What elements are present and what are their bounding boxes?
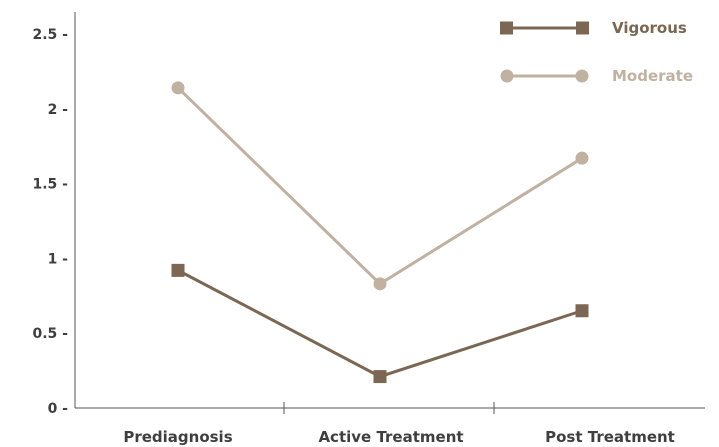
x-tick-label: Post Treatment	[545, 428, 675, 446]
legend-marker-square	[576, 21, 589, 35]
series-moderate	[171, 81, 589, 291]
y-tick-label: 1.5 -	[33, 177, 69, 193]
legend-label: Vigorous	[612, 19, 687, 37]
x-axis-ticks: Prediagnosis Active Treatment Post Treatme…	[123, 402, 675, 446]
series-group	[171, 81, 589, 384]
legend-item-moderate: Moderate	[500, 67, 693, 85]
y-tick-label: 2.5 -	[33, 27, 69, 43]
y-tick-label: 2 -	[48, 102, 69, 118]
data-point-circle	[373, 277, 387, 291]
data-point-square	[575, 304, 589, 318]
x-tick-label: Prediagnosis	[123, 428, 232, 446]
legend-label: Moderate	[612, 67, 693, 85]
legend-item-vigorous: Vigorous	[500, 19, 687, 37]
y-tick-label: 0 -	[48, 401, 69, 417]
data-point-square	[373, 370, 387, 384]
legend-marker-circle	[575, 69, 589, 83]
legend-marker-circle	[500, 69, 514, 83]
series-line	[176, 86, 583, 286]
data-point-square	[171, 263, 185, 277]
y-tick-label: 1 -	[48, 251, 69, 267]
data-point-circle	[171, 81, 185, 95]
legend: Vigorous Moderate	[500, 19, 693, 85]
data-point-circle	[575, 151, 589, 165]
x-tick-label: Active Treatment	[318, 428, 463, 446]
y-tick-label: 0.5 -	[33, 326, 69, 342]
legend-marker-square	[500, 21, 513, 35]
y-axis-ticks: 0 - 0.5 - 1 - 1.5 - 2 - 2.5 -	[33, 27, 69, 417]
axes	[74, 12, 705, 409]
series-vigorous	[171, 263, 589, 384]
